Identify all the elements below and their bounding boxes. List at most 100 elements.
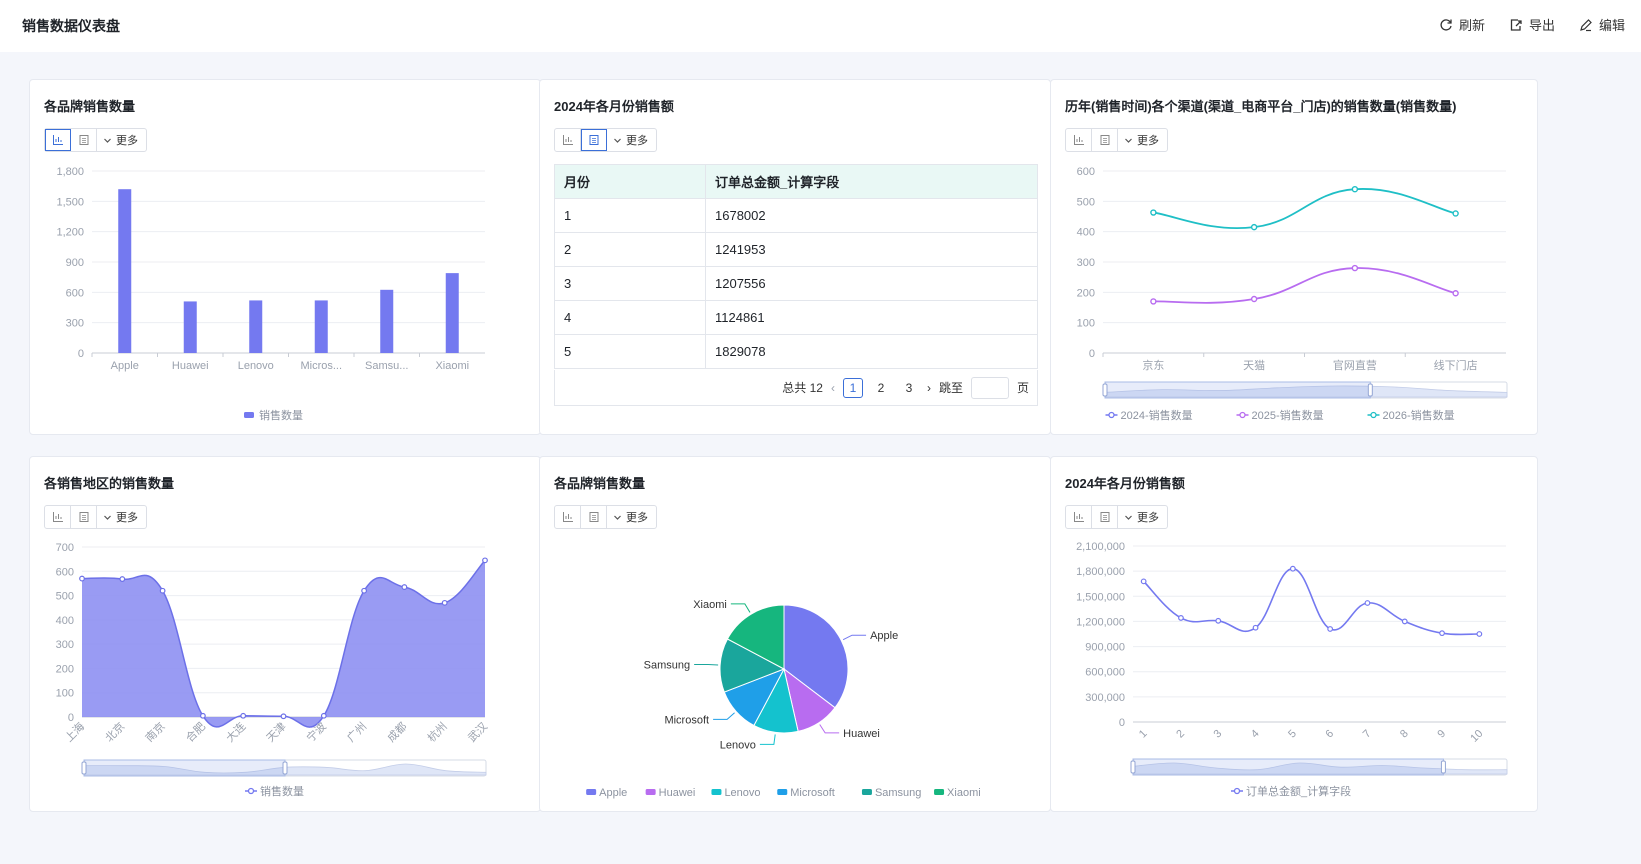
view-toolbar: 更多 [554,505,657,529]
goto-page-input[interactable] [970,376,1009,399]
table-cell: 1124861 [705,300,1038,335]
zoom-slider-handle-start [1130,760,1136,774]
zoom-slider-handle-end [1367,383,1373,397]
chevron-down-icon [614,515,621,520]
more-dropdown[interactable]: 更多 [607,506,656,528]
table-cell: 3 [554,266,706,301]
chevron-down-icon [614,138,621,143]
refresh-icon [1440,18,1452,31]
legend-label: 2026-销售数量 [1383,408,1455,422]
table-row: 5 1829078 [554,334,1038,369]
more-label: 更多 [626,135,648,147]
page-1-button[interactable]: 1 [842,377,863,398]
bar [445,273,459,353]
export-button[interactable]: 导出 [1509,15,1555,34]
x-tick-label: 8 [1398,728,1411,741]
bar-chart-icon [562,512,573,522]
table-row: 3 1207556 [554,266,1038,301]
chart-view-button[interactable] [1066,129,1092,151]
card-title: 各品牌销售数量 [554,476,646,491]
y-tick-label: 300,000 [1085,692,1125,704]
y-tick-label: 0 [1119,717,1125,729]
next-page-button[interactable]: › [926,380,931,395]
bar-chart-icon [52,512,63,522]
pie-label: Xiaomi [693,599,727,611]
edit-icon [1580,18,1592,31]
brand-sales-pie-chart: Apple Huawei Lenovo Microsoft Samsung Xiaomi A… [586,599,981,799]
more-dropdown[interactable]: 更多 [97,506,146,528]
data-point [280,713,287,720]
y-tick-label: 900,000 [1085,642,1125,654]
x-tick-label: 上海 [62,719,87,744]
view-toolbar: 更多 [44,128,147,152]
pie-label-line [842,634,867,641]
y-tick-label: 1,500 [56,196,84,208]
table-view-button[interactable] [581,129,607,151]
legend-marker [934,789,945,795]
table-view-button[interactable] [581,506,607,528]
channel-sales-line-chart: 0 100 200 300 400 500 600 京东 天猫 官网直营 线下门店 2024-销售数量… [1077,166,1508,422]
column-header-amount[interactable]: 订单总金额_计算字段 [705,164,1038,199]
table-view-button[interactable] [1092,506,1118,528]
y-tick-label: 2,100,000 [1076,541,1125,553]
table-icon [1100,512,1109,522]
column-header-month[interactable]: 月份 [554,164,706,199]
x-tick-label: Lenovo [238,360,274,372]
chevron-down-icon [104,138,111,143]
view-toolbar: 更多 [1065,505,1168,529]
view-toolbar: 更多 [44,505,147,529]
more-dropdown[interactable]: 更多 [607,129,656,151]
x-tick-label: 7 [1361,728,1374,741]
data-point [1250,295,1258,303]
legend-label: 2024-销售数量 [1121,408,1193,422]
pie-label-line [694,663,719,666]
data-point [1439,630,1445,637]
data-point [1150,209,1157,216]
zoom-slider-handle-start [1102,383,1108,397]
card-brand-sales-pie: 各品牌销售数量 更多 Apple Huawei Lenovo Microsoft Sam… [539,456,1051,812]
x-tick-label: 10 [1468,728,1485,745]
y-tick-label: 600 [1077,166,1095,178]
y-tick-label: 1,800,000 [1076,566,1125,578]
x-tick-label: Samsu... [365,360,408,372]
chart-view-button[interactable] [555,506,581,528]
more-dropdown[interactable]: 更多 [1118,506,1167,528]
legend-marker [645,789,656,795]
page-2-button[interactable]: 2 [877,380,885,395]
y-tick-label: 0 [78,348,84,360]
table-view-button[interactable] [71,129,97,151]
table-view-button[interactable] [71,506,97,528]
refresh-button[interactable]: 刷新 [1439,15,1485,34]
pie-label-line [819,724,840,734]
view-toolbar: 更多 [1065,128,1168,152]
zoom-slider-handle-start [81,761,87,775]
header-actions: 刷新 导出 编辑 [1439,15,1625,34]
x-tick-label: 天津 [264,720,289,745]
legend-marker [586,789,597,795]
legend-marker [1239,411,1246,419]
chart-view-button[interactable] [45,129,71,151]
edit-button[interactable]: 编辑 [1579,15,1625,34]
y-tick-label: 1,500,000 [1076,591,1125,603]
chart-view-button[interactable] [555,129,581,151]
x-tick-label: 合肥 [183,719,208,744]
x-tick-label: Apple [111,360,139,372]
more-dropdown[interactable]: 更多 [1118,129,1167,151]
legend-marker [1108,411,1115,419]
data-point [1476,631,1483,637]
page-3-button[interactable]: 3 [905,380,913,395]
chart-view-button[interactable] [1066,506,1092,528]
legend-marker [247,787,255,795]
table-view-button[interactable] [1092,129,1118,151]
prev-page-button[interactable]: ‹ [830,380,835,395]
zoom-slider-handle-end [282,761,288,775]
table-cell: 1 [554,198,706,233]
more-dropdown[interactable]: 更多 [97,129,146,151]
pagination: 总共 12 ‹ 1 2 3 › 跳至 页 [554,370,1038,406]
table-cell: 1207556 [705,266,1038,301]
y-tick-label: 600 [66,287,84,299]
card-channel-sales-line: 历年(销售时间)各个渠道(渠道_电商平台_门店)的销售数量(销售数量) 更多 0… [1050,79,1538,435]
chart-view-button[interactable] [45,506,71,528]
legend-label: 销售数量 [260,784,304,798]
